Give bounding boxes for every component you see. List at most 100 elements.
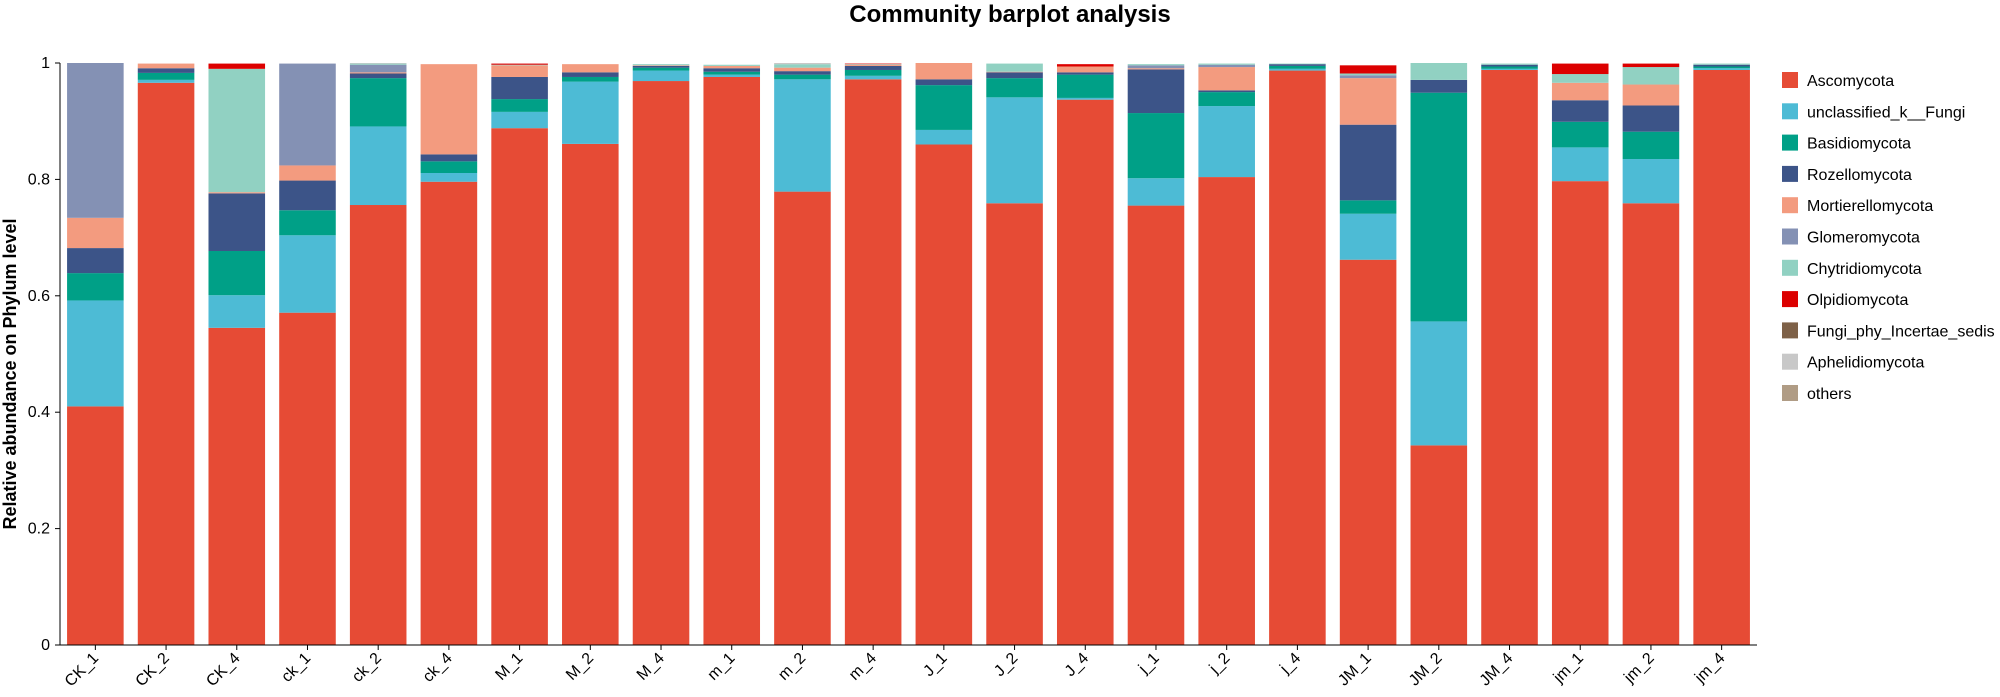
bar-segment-m-4-ascomycota: [632, 81, 690, 646]
bar-segment-jm-1-mortierellomycota: [1339, 78, 1397, 125]
legend-label-others: others: [1807, 386, 1851, 403]
chart-title: Community barplot analysis: [849, 1, 1170, 28]
legend-swatch-chytridiomycota: [1782, 259, 1798, 276]
bar-segment-jm-1-chytridiomycota: [1551, 74, 1609, 83]
bar-segment-m-2-ascomycota: [774, 191, 831, 645]
x-tick-label: ck_1: [278, 650, 314, 686]
bar-segment-jm-4-rozellomycota: [1481, 64, 1538, 67]
bar-segment-jm-2-unclassified-k-fungi: [1622, 159, 1680, 204]
bar-segment-j-1-unclassified-k-fungi: [915, 129, 973, 145]
bar-segment-jm-2-ascomycota: [1410, 445, 1468, 645]
bar-segment-ck-2-chytridiomycota: [349, 63, 407, 65]
bar-segment-m-4-basidiomycota: [844, 69, 902, 76]
bar-segment-m-2-rozellomycota: [562, 72, 619, 77]
y-tick-label: 0.2: [28, 521, 50, 538]
bar-segment-j-1-mortierellomycota: [1127, 68, 1185, 70]
bar-segment-ck-1-glomeromycota: [67, 63, 124, 218]
x-tick-label: m_1: [705, 650, 739, 684]
bar-segment-ck-4-basidiomycota: [420, 161, 478, 173]
y-axis-title: Relative abundance on Phylum level: [0, 218, 20, 529]
legend-swatch-ascomycota: [1782, 72, 1798, 88]
bar-segment-m-2-basidiomycota: [774, 74, 831, 80]
bar-segment-j-4-basidiomycota: [1056, 74, 1114, 98]
x-tick-label: J_1: [920, 650, 950, 680]
bar-segment-jm-1-unclassified-k-fungi: [1551, 147, 1609, 182]
legend-swatch-basidiomycota: [1782, 134, 1798, 151]
bar-segment-j-4-olpidiomycota: [1056, 64, 1114, 67]
x-tick-label: ck_4: [420, 650, 456, 686]
bar-segment-m-2-ascomycota: [562, 143, 619, 645]
legend-label-fungi-phy-incertae-sedis: Fungi_phy_Incertae_sedis: [1807, 323, 1995, 340]
bar-segment-jm-2-rozellomycota: [1410, 79, 1468, 93]
bar-segment-j-4-basidiomycota: [1269, 65, 1326, 69]
bar-segment-j-4-ascomycota: [1269, 70, 1326, 645]
bar-segment-ck-1-unclassified-k-fungi: [279, 235, 336, 313]
bar-segment-ck-1-ascomycota: [279, 312, 336, 645]
bar-segment-j-1-rozellomycota: [1127, 69, 1185, 114]
bar-segment-m-4-chytridiomycota: [632, 64, 690, 66]
bar-segment-m-1-chytridiomycota: [703, 64, 761, 66]
bar-segment-ck-1-rozellomycota: [279, 180, 336, 211]
bar-segment-ck-2-glomeromycota: [349, 64, 407, 73]
bar-segment-j-2-glomeromycota: [1198, 64, 1255, 68]
bar-segment-jm-4-basidiomycota: [1481, 66, 1538, 69]
bar-segment-j-1-glomeromycota: [1127, 65, 1185, 69]
bar-segment-m-1-mortierellomycota: [703, 65, 761, 69]
bar-segment-j-1-unclassified-k-fungi: [1127, 178, 1185, 206]
bar-segment-ck-1-basidiomycota: [67, 273, 124, 301]
legend-label-aphelidiomycota: Aphelidiomycota: [1807, 355, 1925, 372]
legend-swatch-glomeromycota: [1782, 228, 1798, 245]
bar-segment-ck-4-basidiomycota: [208, 250, 266, 296]
bar-segment-jm-4-unclassified-k-fungi: [1693, 68, 1750, 70]
bar-segment-m-4-olpidiomycota: [844, 63, 902, 65]
bar-segment-ck-1-unclassified-k-fungi: [67, 300, 124, 407]
bar-segment-jm-1-unclassified-k-fungi: [1339, 213, 1397, 260]
bar-segment-j-2-basidiomycota: [986, 78, 1043, 98]
bar-segment-m-4-basidiomycota: [632, 67, 690, 71]
x-tick-label: ck_2: [349, 650, 385, 686]
legend-swatch-rozellomycota: [1782, 165, 1798, 182]
bar-segment-j-2-chytridiomycota: [986, 63, 1043, 72]
bar-segment-m-1-olpidiomycota: [491, 63, 548, 65]
bar-segment-m-1-unclassified-k-fungi: [491, 111, 548, 129]
bar-segment-jm-1-olpidiomycota: [1339, 65, 1397, 74]
bar-segment-j-1-rozellomycota: [915, 79, 973, 86]
bar-segment-m-2-unclassified-k-fungi: [774, 79, 831, 192]
bar-segment-jm-2-chytridiomycota: [1410, 63, 1468, 80]
bar-segment-j-4-unclassified-k-fungi: [1056, 97, 1114, 100]
bar-segment-j-2-mortierellomycota: [986, 71, 1043, 73]
bar-segment-j-2-unclassified-k-fungi: [986, 97, 1043, 204]
y-tick-label: 1: [41, 55, 50, 72]
bar-segment-ck-4-ascomycota: [420, 181, 478, 646]
bar-segment-j-4-rozellomycota: [1269, 64, 1326, 66]
legend-swatch-aphelidiomycota: [1782, 353, 1798, 370]
bar-segment-m-2-basidiomycota: [562, 76, 619, 82]
bar-segment-ck-1-mortierellomycota: [279, 165, 336, 181]
bar-segment-jm-4-chytridiomycota: [1481, 63, 1538, 65]
bar-segment-m-1-ascomycota: [703, 76, 761, 646]
x-tick-label: CK_4: [203, 650, 243, 690]
legend-label-unclassified-k-fungi: unclassified_k__Fungi: [1807, 104, 1965, 121]
bar-segment-jm-1-ascomycota: [1551, 181, 1609, 645]
bar-segment-ck-2-rozellomycota: [137, 68, 195, 73]
legend-swatch-unclassified-k-fungi: [1782, 103, 1798, 120]
bar-segment-ck-4-mortierellomycota: [208, 192, 266, 194]
bar-segment-jm-2-mortierellomycota: [1622, 84, 1680, 106]
bar-segment-m-4-rozellomycota: [844, 65, 902, 70]
bar-segment-m-2-rozellomycota: [774, 71, 831, 75]
bar-segment-jm-1-chytridiomycota: [1339, 73, 1397, 76]
bar-segment-ck-2-aphelidiomycota: [349, 63, 407, 64]
bar-segment-ck-2-unclassified-k-fungi: [349, 126, 407, 206]
bar-segment-ck-4-ascomycota: [208, 327, 266, 645]
legend-label-olpidiomycota: Olpidiomycota: [1807, 292, 1908, 309]
bar-segment-m-1-basidiomycota: [491, 99, 548, 112]
bar-segment-m-2-mortierellomycota: [562, 64, 619, 73]
legend-swatch-mortierellomycota: [1782, 197, 1798, 214]
bar-segment-m-2-aphelidiomycota: [774, 63, 831, 65]
bar-segment-ck-4-rozellomycota: [208, 193, 266, 251]
bar-segment-jm-4-chytridiomycota: [1693, 63, 1750, 65]
x-tick-label: j_4: [1276, 650, 1304, 678]
y-tick-label: 0: [41, 637, 50, 654]
bar-segment-ck-4-unclassified-k-fungi: [420, 173, 478, 182]
